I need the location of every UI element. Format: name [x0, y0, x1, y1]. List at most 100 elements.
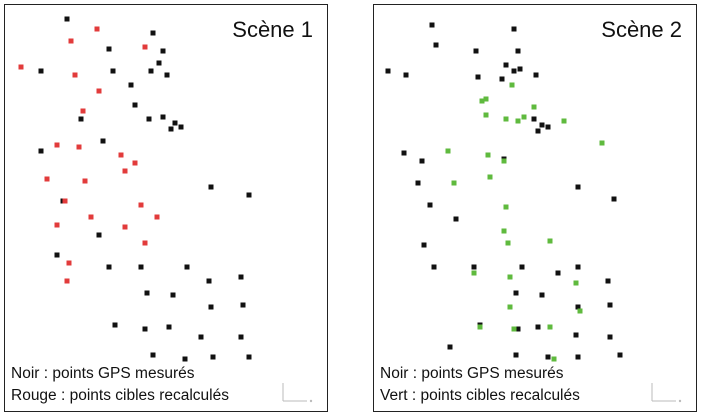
gps-measured-point: [132, 102, 138, 108]
gps-measured-point: [535, 324, 541, 330]
gps-measured-point: [575, 184, 581, 190]
gps-measured-point: [148, 68, 154, 74]
gps-measured-point: [238, 274, 244, 280]
recalculated-target-point: [509, 82, 515, 88]
gps-measured-point: [78, 116, 84, 122]
gps-measured-point: [519, 264, 525, 270]
scene-1-panel: Scène 1 Noir : points GPS mesurés Rouge …: [4, 4, 328, 412]
scene-1-point-map: [18, 16, 313, 403]
gps-measured-point: [38, 68, 44, 74]
recalculated-target-point: [138, 202, 144, 208]
gps-measured-point: [429, 22, 435, 28]
gps-measured-point: [513, 352, 519, 358]
recalculated-target-point: [82, 178, 88, 184]
scene-2-panel: Scène 2 Noir : points GPS mesurés Vert :…: [373, 4, 697, 412]
gps-measured-point: [182, 356, 188, 362]
recalculated-target-point: [505, 240, 511, 246]
gps-measured-point: [605, 278, 611, 284]
gps-measured-point: [64, 16, 70, 22]
gps-measured-point: [164, 72, 170, 78]
gps-measured-point: [146, 116, 152, 122]
gps-measured-point: [208, 304, 214, 310]
gps-measured-point: [511, 26, 517, 32]
gps-measured-point: [419, 158, 425, 164]
gps-measured-point: [110, 68, 116, 74]
gps-measured-point: [156, 60, 162, 66]
recalculated-target-point: [531, 104, 537, 110]
gps-measured-point: [184, 264, 190, 270]
gps-measured-point: [246, 192, 252, 198]
recalculated-target-point: [54, 142, 60, 148]
recalculated-target-point: [94, 26, 100, 32]
scene-1-legend: Noir : points GPS mesurés Rouge : points…: [11, 363, 229, 407]
recalculated-target-point: [547, 238, 553, 244]
gps-measured-point: [160, 48, 166, 54]
gps-measured-point: [208, 184, 214, 190]
gps-measured-point: [575, 264, 581, 270]
gps-measured-point: [100, 138, 106, 144]
scene-1-title: Scène 1: [232, 17, 313, 42]
recalculated-target-point: [501, 228, 507, 234]
gps-measured-point: [531, 116, 537, 122]
gps-measured-point: [431, 264, 437, 270]
gps-measured-point: [112, 322, 118, 328]
recalculated-target-point: [547, 324, 553, 330]
gps-measured-point: [144, 290, 150, 296]
gps-measured-point: [555, 270, 561, 276]
gps-measured-point: [515, 326, 521, 332]
recalculated-target-point: [511, 326, 517, 332]
gps-measured-point: [617, 352, 623, 358]
recalculated-target-point: [76, 144, 82, 150]
gps-measured-point: [415, 180, 421, 186]
gps-measured-point: [128, 82, 134, 88]
gps-measured-point: [447, 344, 453, 350]
recalculated-target-point: [68, 38, 74, 44]
gps-measured-point: [421, 242, 427, 248]
axis-glyph-icon: [282, 383, 313, 403]
gps-measured-point: [475, 74, 481, 80]
gps-measured-point: [473, 48, 479, 54]
gps-measured-point: [573, 332, 579, 338]
gps-measured-point: [517, 66, 523, 72]
gps-measured-point: [166, 324, 172, 330]
recalculated-target-point: [515, 118, 521, 124]
gps-measured-point: [503, 62, 509, 68]
gps-measured-point: [471, 264, 477, 270]
recalculated-target-point: [62, 198, 68, 204]
gps-measured-point: [198, 334, 204, 340]
recalculated-target-point: [142, 240, 148, 246]
recalculated-target-point: [118, 152, 124, 158]
recalculated-target-point: [18, 64, 24, 70]
recalculated-target-point: [487, 174, 493, 180]
recalculated-target-point: [122, 224, 128, 230]
recalculated-target-point: [80, 108, 86, 114]
recalculated-target-point: [577, 308, 583, 314]
gps-measured-point: [533, 72, 539, 78]
recalculated-target-point: [44, 176, 50, 182]
gps-measured-point: [150, 30, 156, 36]
recalculated-target-point: [599, 140, 605, 146]
gps-measured-point: [160, 114, 166, 120]
recalculated-target-point: [142, 44, 148, 50]
recalculated-target-point: [503, 116, 509, 122]
recalculated-target-point: [88, 214, 94, 220]
gps-measured-point: [511, 68, 517, 74]
gps-measured-point: [96, 232, 102, 238]
scene-2-legend: Noir : points GPS mesurés Vert : points …: [380, 363, 580, 407]
gps-measured-point: [246, 354, 252, 360]
gps-measured-point: [515, 48, 521, 54]
recalculated-target-point: [507, 274, 513, 280]
gps-measured-point: [38, 148, 44, 154]
recalculated-target-point: [132, 160, 138, 166]
gps-measured-point: [54, 252, 60, 258]
recalculated-target-point: [445, 148, 451, 154]
recalculated-target-point: [54, 222, 60, 228]
gps-measured-point: [607, 334, 613, 340]
gps-measured-point: [575, 304, 581, 310]
recalculated-target-point: [72, 72, 78, 78]
recalculated-target-point: [122, 168, 128, 174]
gps-measured-point: [210, 354, 216, 360]
gps-measured-point: [535, 128, 541, 134]
axis-glyph-icon: [651, 383, 682, 403]
gps-measured-point: [170, 292, 176, 298]
